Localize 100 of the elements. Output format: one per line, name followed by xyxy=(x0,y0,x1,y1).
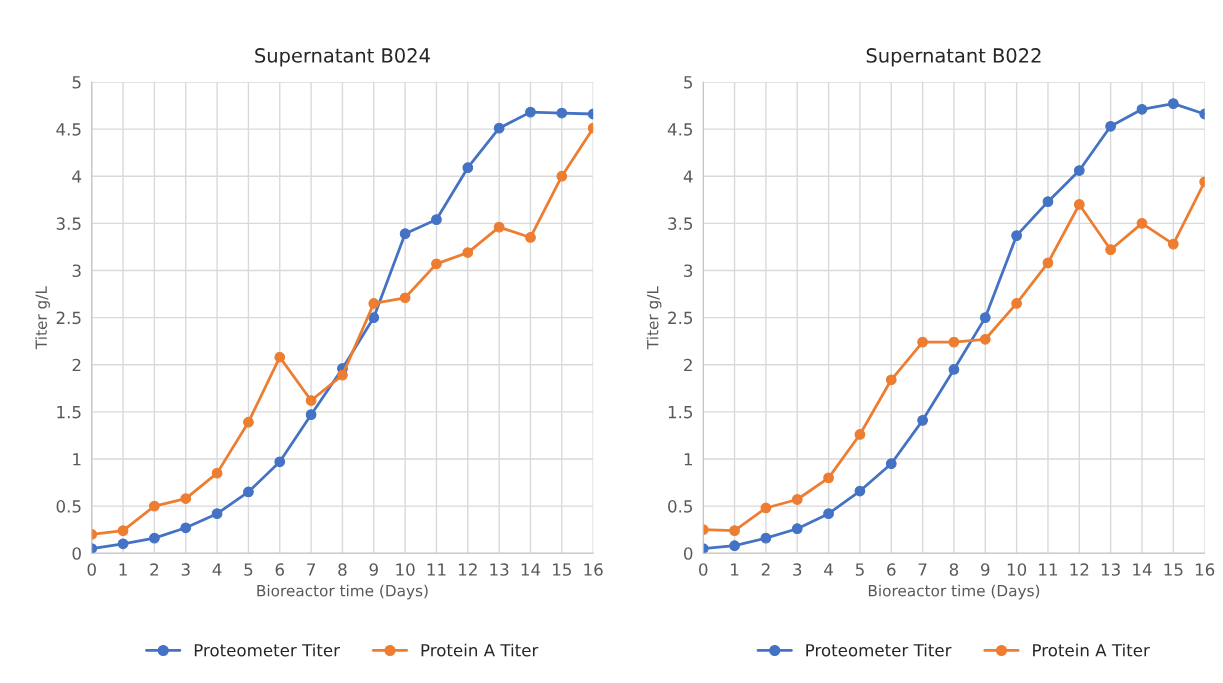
y-tick-label: 3 xyxy=(684,264,693,278)
point xyxy=(368,312,380,323)
x-tick-label: 3 xyxy=(793,563,802,576)
point xyxy=(525,106,536,118)
point xyxy=(917,336,928,348)
point xyxy=(1042,257,1054,269)
y-tick-label: 4 xyxy=(683,170,693,183)
point xyxy=(791,523,803,535)
y-tick-label: 4 xyxy=(72,170,82,183)
point xyxy=(243,416,254,428)
y-tick-label: 0 xyxy=(72,547,81,560)
y-tick-label: 0.5 xyxy=(56,500,81,513)
x-tick-label: 15 xyxy=(553,563,571,576)
x-tick-label: 0 xyxy=(699,563,708,576)
point xyxy=(180,522,192,534)
x-tick-label: 5 xyxy=(244,563,253,576)
point xyxy=(979,333,991,345)
point xyxy=(337,369,348,381)
point xyxy=(149,532,160,544)
point xyxy=(760,532,772,544)
point xyxy=(117,525,129,536)
point xyxy=(305,409,317,421)
point xyxy=(729,525,740,536)
point xyxy=(399,228,411,240)
y-tick-label: 2.5 xyxy=(56,311,81,325)
point xyxy=(211,467,223,479)
point xyxy=(1105,120,1117,132)
x-tick-label: 10 xyxy=(396,563,415,576)
point xyxy=(823,472,834,484)
y-tick-label: 0.5 xyxy=(668,500,693,513)
point xyxy=(1167,98,1179,110)
point xyxy=(760,502,772,514)
x-tick-label: 6 xyxy=(275,563,285,576)
x-tick-label: 1 xyxy=(731,563,739,576)
x-tick-label: 16 xyxy=(1195,563,1215,576)
point xyxy=(243,486,254,498)
point xyxy=(1136,103,1148,115)
point xyxy=(462,162,474,174)
x-tick-label: 4 xyxy=(212,563,222,576)
point xyxy=(305,395,317,406)
legend-label: Protein A Titer xyxy=(1033,643,1150,657)
x-tick-label: 12 xyxy=(1070,563,1089,576)
x-tick-label: 7 xyxy=(918,563,927,576)
x-tick-label: 5 xyxy=(855,563,864,576)
point xyxy=(948,336,960,348)
legend-label: Protein A Titer xyxy=(421,643,539,657)
point xyxy=(117,538,129,550)
legend-label: Proteometer Titer xyxy=(194,643,340,657)
point xyxy=(211,508,223,520)
point xyxy=(274,456,286,468)
point xyxy=(885,458,897,470)
x-tick-label: 13 xyxy=(490,563,509,576)
chart-title: Supernatant B022 xyxy=(866,48,1041,67)
y-tick-label: 1 xyxy=(684,453,692,466)
x-tick-label: 3 xyxy=(181,563,190,576)
point xyxy=(431,258,442,270)
point xyxy=(885,374,897,386)
x-tick-label: 12 xyxy=(459,563,477,576)
point xyxy=(556,170,568,182)
x-tick-label: 15 xyxy=(1164,563,1183,576)
x-tick-label: 6 xyxy=(887,563,896,576)
point xyxy=(556,107,568,119)
legend-label: Proteometer Titer xyxy=(806,643,952,657)
point xyxy=(1042,196,1054,208)
point xyxy=(399,292,411,304)
point xyxy=(1011,230,1022,241)
point xyxy=(462,247,474,258)
y-tick-label: 1.5 xyxy=(668,406,693,419)
y-axis-title: Titer g/L xyxy=(35,286,50,350)
x-tick-label: 2 xyxy=(761,563,770,576)
x-tick-label: 1 xyxy=(119,563,127,576)
y-tick-label: 5 xyxy=(684,76,693,89)
y-tick-label: 3.5 xyxy=(56,217,81,230)
point xyxy=(854,429,866,440)
x-tick-label: 2 xyxy=(150,563,159,576)
y-tick-label: 5 xyxy=(72,76,81,89)
y-axis-title: Titer g/L xyxy=(646,286,662,350)
point xyxy=(948,364,960,375)
point xyxy=(274,351,286,363)
y-tick-label: 1 xyxy=(73,453,81,466)
x-tick-label: 14 xyxy=(1133,563,1152,576)
x-tick-label: 16 xyxy=(584,563,603,576)
point xyxy=(1167,238,1179,250)
point xyxy=(917,414,928,426)
x-tick-label: 13 xyxy=(1101,563,1120,576)
y-tick-label: 2 xyxy=(72,358,81,372)
y-tick-label: 4.5 xyxy=(667,123,693,136)
point xyxy=(854,485,866,497)
point xyxy=(525,232,536,243)
x-axis-title: Bioreactor time (Days) xyxy=(868,584,1040,600)
chart-title: Supernatant B024 xyxy=(255,48,430,67)
x-tick-label: 11 xyxy=(1039,563,1058,576)
x-axis-title: Bioreactor time (Days) xyxy=(257,584,428,600)
point xyxy=(823,508,834,520)
point xyxy=(1011,298,1022,309)
point xyxy=(979,312,991,323)
y-tick-label: 1.5 xyxy=(57,406,81,419)
point xyxy=(180,493,192,504)
y-tick-label: 2.5 xyxy=(668,311,693,325)
x-tick-label: 14 xyxy=(521,563,541,576)
